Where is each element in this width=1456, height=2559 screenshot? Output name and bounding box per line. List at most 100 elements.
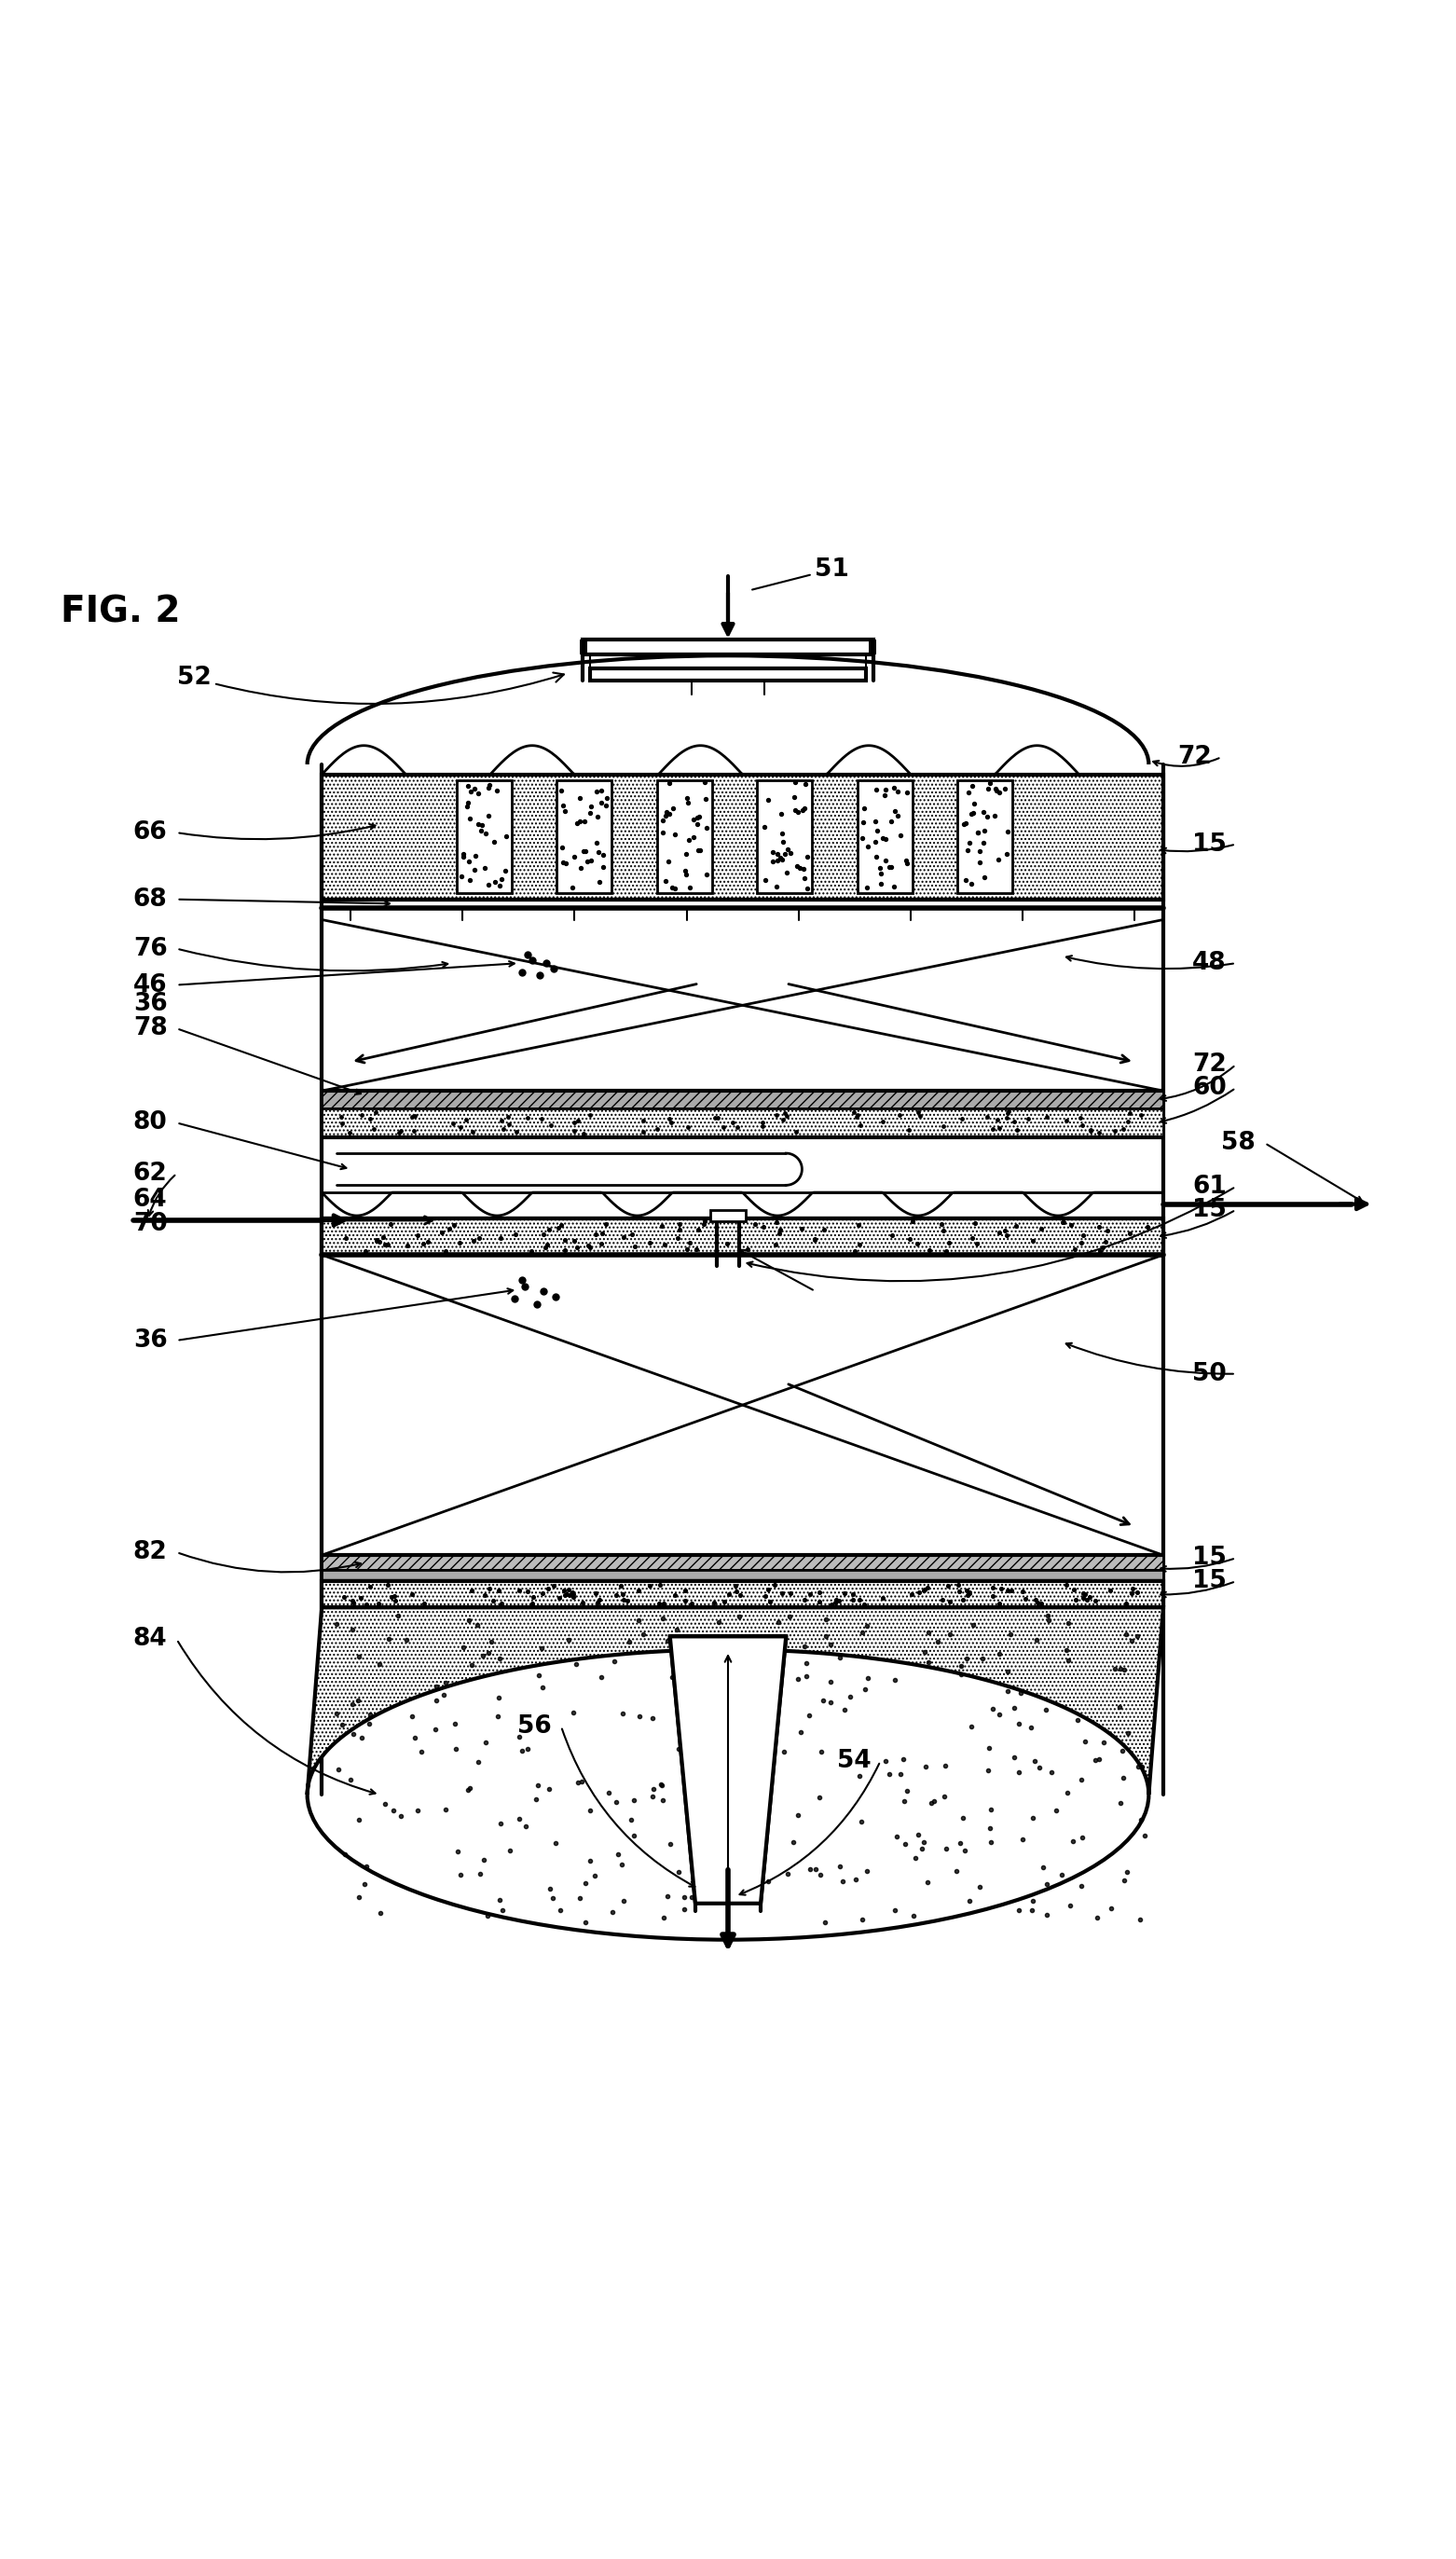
Point <box>968 842 992 883</box>
Point <box>351 1095 374 1136</box>
Point <box>1016 1098 1040 1139</box>
Point <box>584 1213 607 1254</box>
Point <box>338 1113 361 1154</box>
Point <box>568 778 591 819</box>
Point <box>562 1111 585 1152</box>
Point <box>761 842 785 883</box>
Point <box>1111 1108 1134 1149</box>
Point <box>454 1100 478 1141</box>
Point <box>590 1213 613 1254</box>
Point <box>879 847 903 888</box>
Point <box>638 1223 661 1264</box>
Point <box>568 801 591 842</box>
Point <box>909 1095 932 1136</box>
Point <box>958 1571 981 1612</box>
Point <box>773 1093 796 1134</box>
Point <box>906 1223 929 1264</box>
Text: 66: 66 <box>132 821 167 844</box>
Point <box>590 1223 613 1264</box>
Point <box>898 1108 922 1149</box>
Point <box>716 1223 740 1264</box>
Point <box>577 1226 600 1267</box>
Point <box>791 1208 814 1249</box>
Text: 78: 78 <box>132 1016 167 1042</box>
Point <box>853 788 877 829</box>
Point <box>367 1581 390 1622</box>
Point <box>594 786 617 827</box>
Bar <box>556 780 612 893</box>
Point <box>681 798 705 839</box>
Point <box>961 1218 984 1259</box>
Bar <box>322 1581 1163 1607</box>
Point <box>562 1221 585 1262</box>
Text: 15: 15 <box>1192 1569 1226 1594</box>
Point <box>687 1210 711 1251</box>
Point <box>962 783 986 824</box>
Point <box>973 811 996 852</box>
Point <box>989 773 1012 814</box>
Point <box>492 1108 515 1149</box>
Point <box>430 1213 453 1254</box>
Point <box>680 1581 703 1622</box>
Point <box>996 1216 1019 1256</box>
Point <box>753 1205 776 1246</box>
Point <box>785 844 808 885</box>
Bar <box>322 1218 1163 1254</box>
Point <box>569 847 593 888</box>
Point <box>504 1213 527 1254</box>
Point <box>785 1111 808 1152</box>
Point <box>463 768 486 809</box>
Point <box>869 852 893 893</box>
Point <box>779 1571 802 1612</box>
Point <box>553 791 577 832</box>
Point <box>960 793 983 834</box>
Point <box>416 1221 440 1262</box>
Point <box>693 1200 716 1241</box>
Point <box>1118 1093 1142 1134</box>
Point <box>1051 1203 1075 1244</box>
Point <box>590 770 613 811</box>
Point <box>558 1574 581 1615</box>
Point <box>703 1098 727 1139</box>
Point <box>456 786 479 827</box>
Point <box>827 1579 850 1620</box>
Point <box>654 1223 677 1264</box>
Point <box>874 819 897 860</box>
Point <box>402 1111 425 1152</box>
Point <box>562 837 585 878</box>
Point <box>871 816 894 857</box>
Point <box>552 786 575 827</box>
Point <box>754 860 778 901</box>
Point <box>1115 1100 1139 1141</box>
Bar <box>696 1904 760 1924</box>
Point <box>587 1581 610 1622</box>
Point <box>553 1574 577 1615</box>
Point <box>773 834 796 875</box>
Point <box>770 1571 794 1612</box>
Point <box>661 788 684 829</box>
Point <box>753 806 776 847</box>
Point <box>872 775 895 816</box>
Point <box>364 1093 387 1134</box>
Point <box>952 804 976 844</box>
Point <box>612 1574 635 1615</box>
Point <box>795 868 818 908</box>
Point <box>846 1095 869 1136</box>
Point <box>1088 1113 1111 1154</box>
Point <box>687 796 711 837</box>
Point <box>783 791 807 832</box>
Point <box>770 839 794 880</box>
Point <box>794 857 817 898</box>
Point <box>674 834 697 875</box>
Text: 80: 80 <box>132 1111 167 1134</box>
Point <box>376 1564 399 1604</box>
Point <box>674 1579 697 1620</box>
Point <box>566 804 590 844</box>
Point <box>686 804 709 844</box>
Text: 72: 72 <box>1192 1052 1226 1077</box>
Point <box>648 1564 671 1604</box>
Point <box>657 793 680 834</box>
Point <box>590 783 613 824</box>
Polygon shape <box>307 1607 1163 1794</box>
Point <box>585 821 609 862</box>
